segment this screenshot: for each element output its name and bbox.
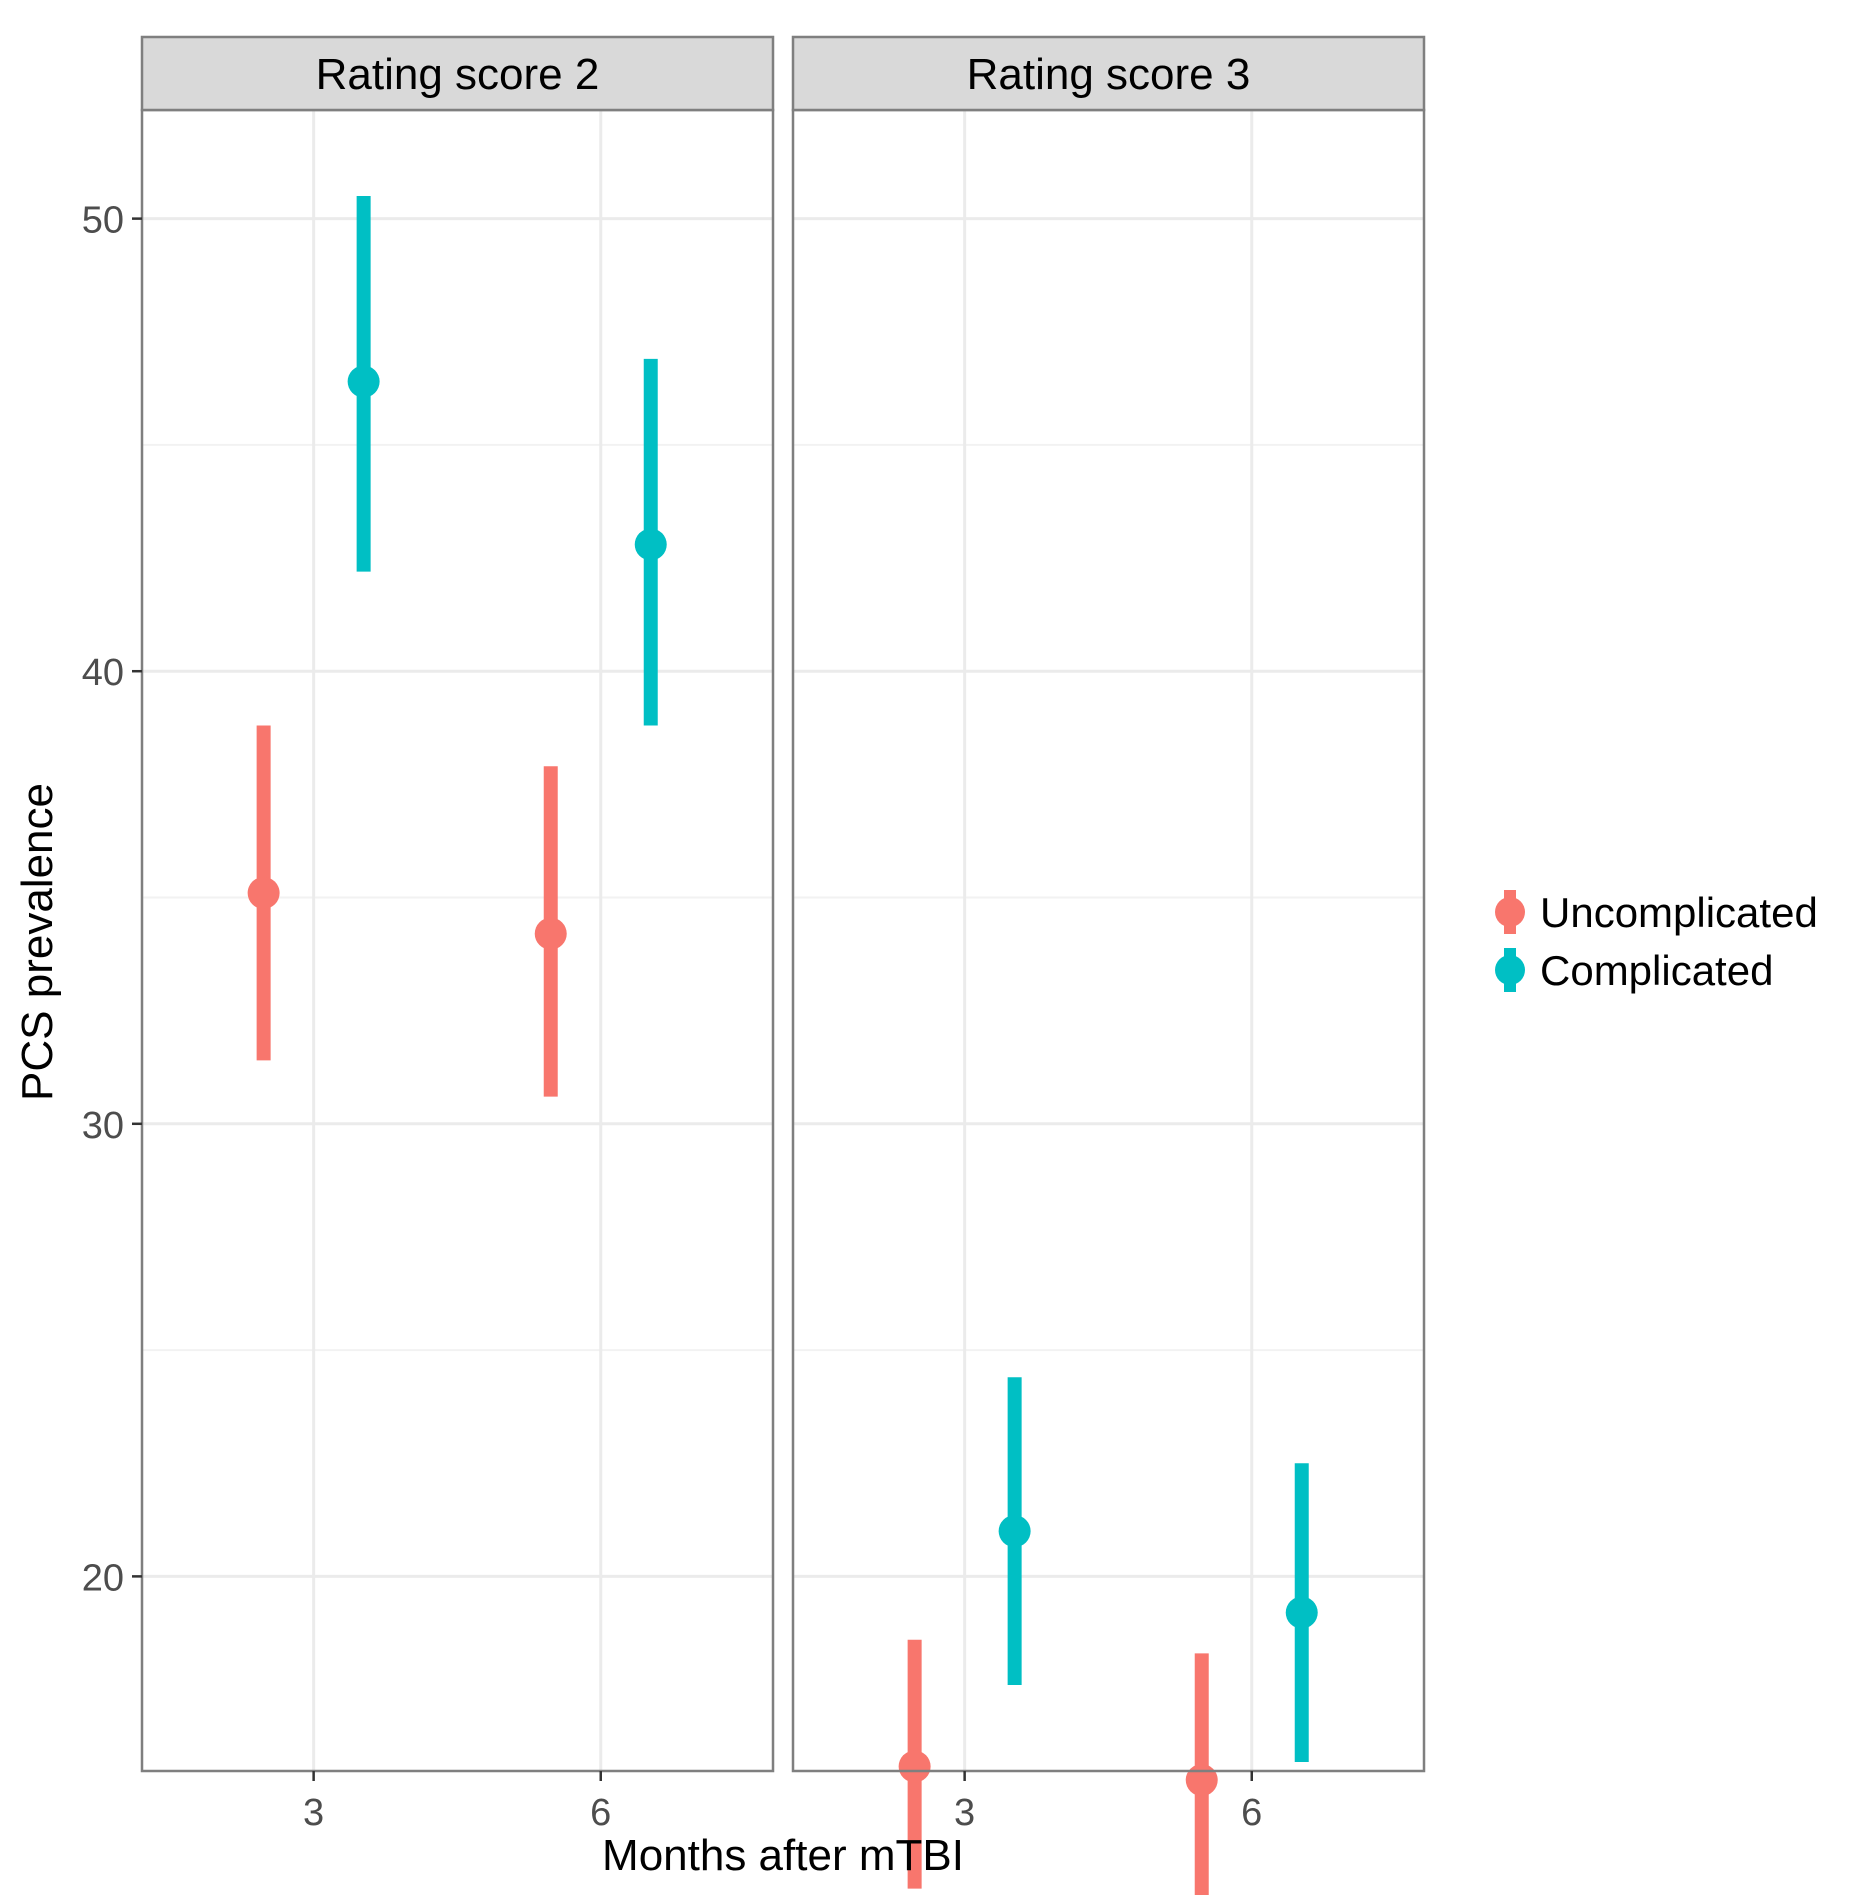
panel-background	[793, 110, 1424, 1771]
data-point	[534, 917, 567, 950]
legend-key-point	[1495, 955, 1525, 985]
x-tick-label: 3	[303, 1792, 324, 1834]
legend-item: Complicated	[1495, 947, 1773, 994]
data-point	[898, 1750, 931, 1783]
x-tick-label: 6	[590, 1792, 611, 1834]
y-axis: 20 30 40 50	[82, 200, 142, 1599]
legend: Uncomplicated Complicated	[1495, 889, 1818, 994]
data-point	[1185, 1764, 1218, 1797]
x-tick-label: 6	[1241, 1792, 1262, 1834]
facet-strip	[140, 35, 775, 112]
x-axis-title: Months after mTBI	[602, 1831, 964, 1880]
data-point	[247, 876, 280, 909]
legend-key-point	[1495, 897, 1525, 927]
facet-title: Rating score 3	[967, 50, 1251, 99]
facet-title: Rating score 2	[316, 50, 600, 99]
x-tick-label: 3	[954, 1792, 975, 1834]
facet-panel: Rating score 3 3 6	[791, 35, 1426, 1895]
panel-background	[142, 110, 773, 1771]
y-tick-label: 50	[82, 200, 124, 242]
panels: Rating score 2 3 6 Rating score 3 3 6	[140, 35, 1426, 1895]
facet-panel: Rating score 2 3 6	[140, 35, 775, 1834]
data-point	[1285, 1596, 1318, 1629]
data-point	[634, 528, 667, 561]
facet-strip	[791, 35, 1426, 112]
y-tick-label: 30	[82, 1105, 124, 1147]
legend-label: Uncomplicated	[1540, 889, 1818, 936]
y-axis-title: PCS prevalence	[13, 783, 62, 1101]
data-point	[998, 1515, 1031, 1548]
legend-item: Uncomplicated	[1495, 889, 1818, 936]
y-tick-label: 40	[82, 652, 124, 694]
legend-label: Complicated	[1540, 947, 1773, 994]
data-point	[347, 365, 380, 398]
y-tick-label: 20	[82, 1557, 124, 1599]
